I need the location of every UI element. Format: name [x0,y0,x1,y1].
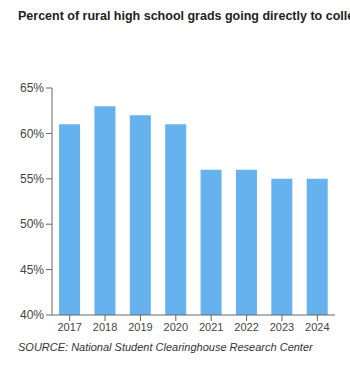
svg-text:2020: 2020 [164,321,188,333]
svg-text:2017: 2017 [57,321,81,333]
svg-text:65%: 65% [20,81,44,95]
svg-text:60%: 60% [20,127,44,141]
svg-text:2022: 2022 [234,321,258,333]
svg-text:2023: 2023 [270,321,294,333]
svg-text:50%: 50% [20,217,44,231]
svg-text:55%: 55% [20,172,44,186]
svg-text:2021: 2021 [199,321,223,333]
svg-text:2018: 2018 [93,321,117,333]
svg-text:2019: 2019 [128,321,152,333]
svg-text:40%: 40% [20,308,44,322]
html-text:SOURCE: National Student Clear: SOURCE: National Student Clearinghouse R… [18,341,313,353]
svg-text:45%: 45% [20,263,44,277]
svg-text:2024: 2024 [305,321,329,333]
